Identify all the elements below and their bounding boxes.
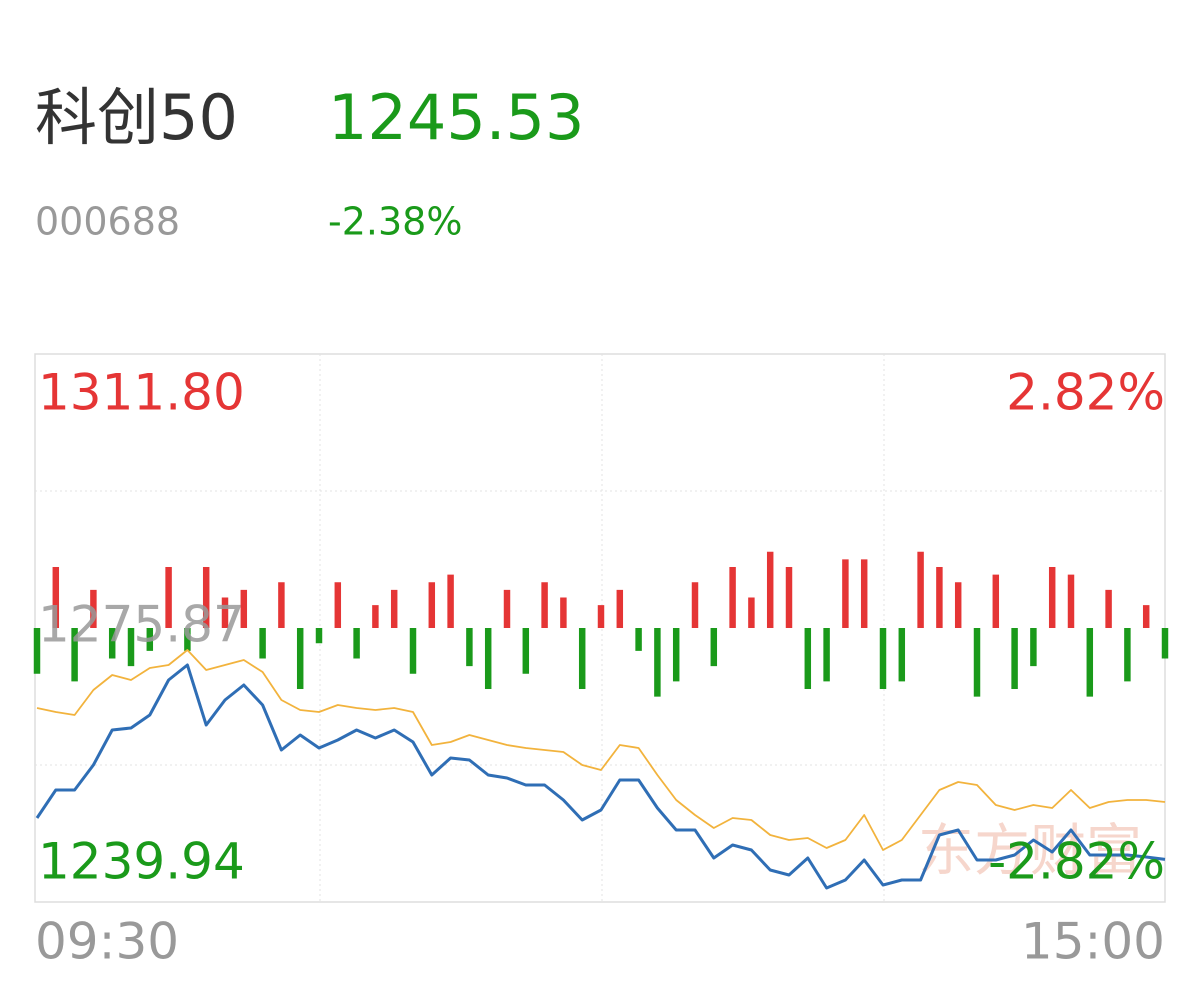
bar — [616, 589, 624, 628]
bar — [146, 628, 154, 651]
bar — [578, 628, 586, 690]
bar — [221, 597, 229, 628]
bar — [184, 628, 191, 651]
bar — [503, 589, 511, 628]
price-line — [35, 663, 1166, 890]
bar — [1048, 566, 1056, 628]
bar — [372, 605, 379, 628]
index-name: 科创50 — [35, 81, 238, 154]
y-tick-label: 1239.94 — [38, 833, 245, 891]
bar — [71, 628, 78, 682]
bar — [992, 574, 1000, 628]
bar — [1030, 628, 1037, 667]
bar — [1161, 628, 1169, 659]
bar — [33, 628, 41, 674]
bar — [466, 628, 473, 667]
bar — [1011, 628, 1018, 690]
bar — [842, 559, 849, 628]
x-tick-label: 09:30 — [35, 913, 179, 971]
bar — [428, 582, 436, 628]
bar — [90, 589, 97, 628]
index-code: 000688 — [35, 200, 180, 244]
bar — [278, 582, 285, 628]
bar — [672, 628, 680, 682]
bar — [823, 628, 830, 682]
bar — [541, 582, 548, 628]
y2-tick-label: -2.82% — [988, 833, 1165, 891]
bar — [1105, 589, 1112, 628]
bar — [296, 628, 304, 690]
bar — [766, 551, 774, 628]
x-tick-label: 15:00 — [1021, 913, 1165, 971]
bar — [52, 566, 60, 628]
bar — [1086, 628, 1094, 697]
bar — [635, 628, 642, 651]
bar — [390, 589, 398, 628]
index-change: -2.38% — [328, 200, 462, 244]
bar — [353, 628, 360, 659]
bar — [804, 628, 812, 690]
bar — [522, 628, 530, 674]
bar — [315, 628, 323, 644]
bar — [973, 628, 981, 697]
bar — [259, 628, 266, 659]
bar — [936, 566, 943, 628]
bar — [879, 628, 887, 690]
bar — [484, 628, 492, 690]
bar — [447, 574, 454, 628]
index-price: 1245.53 — [328, 81, 584, 154]
bar — [334, 582, 342, 628]
bar — [748, 597, 755, 628]
y-tick-label: 1275.87 — [38, 596, 245, 654]
bar — [898, 628, 906, 682]
bar — [597, 605, 605, 628]
bar — [1067, 574, 1075, 628]
y-tick-label: 1311.80 — [38, 364, 245, 422]
bar — [127, 628, 135, 667]
bar — [710, 628, 718, 667]
bar — [729, 566, 736, 628]
bar — [860, 559, 868, 628]
y2-tick-label: 2.82% — [1006, 364, 1165, 422]
bar — [954, 582, 962, 628]
bar — [409, 628, 417, 674]
bar — [785, 566, 793, 628]
bar — [560, 597, 567, 628]
bar — [240, 589, 248, 628]
bar — [165, 566, 172, 628]
bar — [1124, 628, 1131, 682]
bar — [202, 566, 210, 628]
bar — [108, 628, 116, 659]
bar — [1142, 605, 1150, 628]
bar — [654, 628, 661, 697]
bar — [691, 582, 699, 628]
price-line — [36, 649, 1166, 851]
bar — [917, 551, 924, 628]
